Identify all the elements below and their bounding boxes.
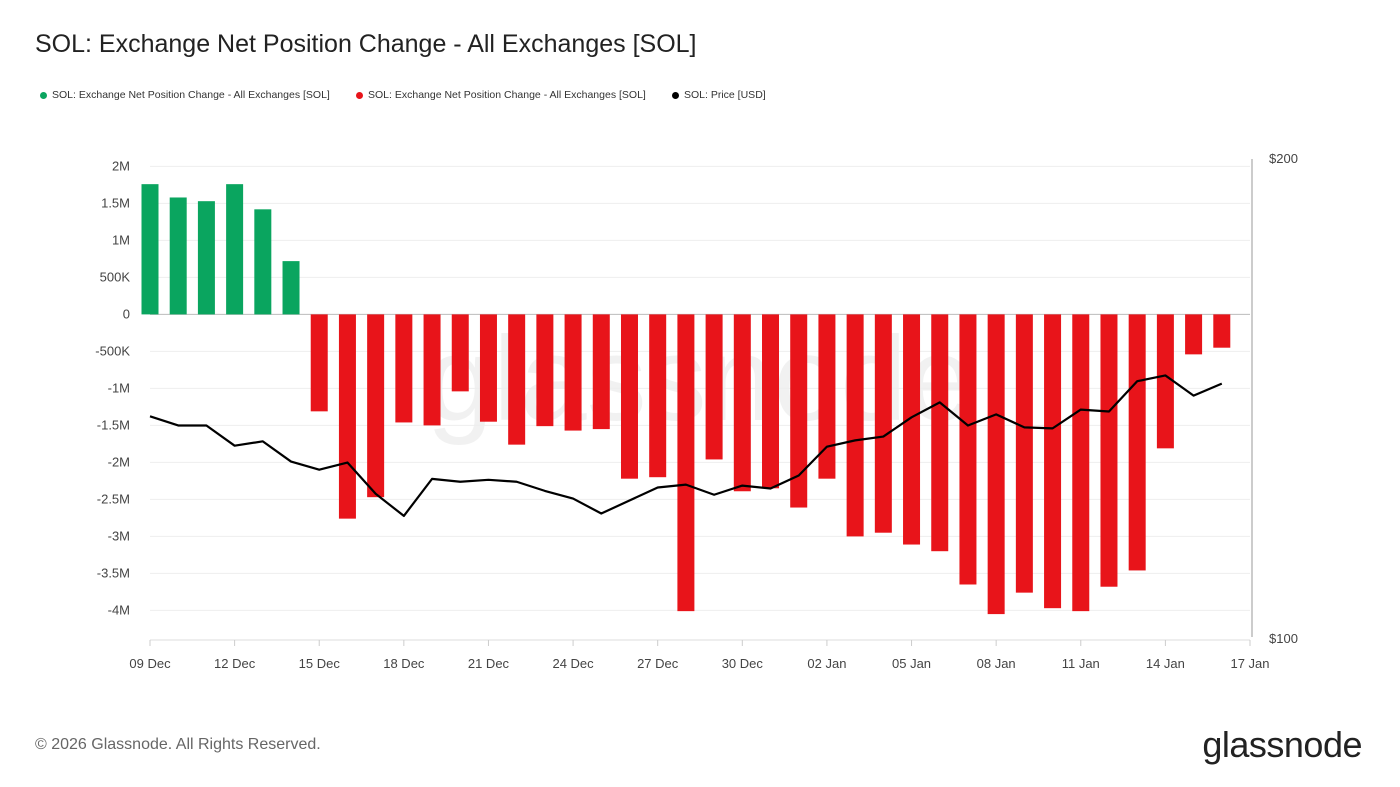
- red-dot-icon: [356, 91, 363, 99]
- bar-negative: [1044, 314, 1062, 609]
- y-right-tick-label: $100: [1269, 631, 1298, 646]
- x-tick-label: 15 Dec: [299, 656, 341, 671]
- legend-item-outflow[interactable]: SOL: Exchange Net Position Change - All …: [356, 89, 646, 101]
- x-tick-label: 21 Dec: [468, 656, 510, 671]
- bar-negative: [1128, 314, 1146, 571]
- bar-positive: [282, 261, 300, 315]
- bar-negative: [987, 314, 1005, 615]
- black-dot-icon: [672, 91, 679, 99]
- bar-negative: [1015, 314, 1033, 593]
- bar-negative: [874, 314, 892, 533]
- bar-negative: [705, 314, 723, 460]
- bar-positive: [197, 201, 215, 315]
- y-tick-label: -2.5M: [97, 491, 130, 506]
- bar-negative: [536, 314, 554, 427]
- bar-negative: [367, 314, 385, 498]
- bar-negative: [395, 314, 413, 423]
- bar-negative: [762, 314, 780, 489]
- bar-negative: [592, 314, 610, 430]
- x-tick-label: 14 Jan: [1146, 656, 1185, 671]
- x-tick-label: 05 Jan: [892, 656, 931, 671]
- bar-negative: [1185, 314, 1203, 355]
- y-tick-label: 0: [123, 306, 130, 321]
- x-tick-label: 18 Dec: [383, 656, 425, 671]
- bar-negative: [818, 314, 836, 479]
- x-tick-label: 12 Dec: [214, 656, 256, 671]
- bar-negative: [931, 314, 949, 552]
- bar-negative: [677, 314, 695, 612]
- y-tick-label: -3M: [108, 528, 130, 543]
- y-tick-label: 500K: [100, 269, 131, 284]
- bar-negative: [310, 314, 328, 412]
- x-tick-label: 11 Jan: [1062, 656, 1100, 671]
- bar-negative: [649, 314, 667, 478]
- bar-negative: [1072, 314, 1090, 612]
- bar-negative: [1156, 314, 1174, 449]
- bar-negative: [423, 314, 441, 426]
- y-tick-label: -4M: [108, 602, 130, 617]
- bar-positive: [169, 197, 187, 315]
- y-right-tick-label: $200: [1269, 151, 1298, 166]
- bar-negative: [338, 314, 356, 519]
- chart-title: SOL: Exchange Net Position Change - All …: [35, 30, 697, 58]
- y-tick-label: 1M: [112, 232, 130, 247]
- legend-label: SOL: Exchange Net Position Change - All …: [52, 89, 330, 101]
- y-tick-label: -500K: [95, 343, 130, 358]
- y-tick-label: -2M: [108, 454, 130, 469]
- bar-negative: [790, 314, 808, 508]
- x-tick-label: 30 Dec: [722, 656, 764, 671]
- bar-negative: [451, 314, 469, 392]
- x-tick-label: 24 Dec: [552, 656, 594, 671]
- legend-label: SOL: Price [USD]: [684, 89, 766, 101]
- copyright: © 2026 Glassnode. All Rights Reserved.: [35, 736, 321, 753]
- green-dot-icon: [40, 91, 47, 99]
- bar-positive: [254, 209, 272, 315]
- y-tick-label: -1M: [108, 380, 130, 395]
- glassnode-logo: glassnode: [1202, 724, 1362, 765]
- x-tick-label: 02 Jan: [807, 656, 846, 671]
- bar-negative: [1100, 314, 1118, 587]
- x-tick-label: 08 Jan: [977, 656, 1016, 671]
- legend-item-inflow[interactable]: SOL: Exchange Net Position Change - All …: [40, 89, 330, 101]
- bar-negative: [846, 314, 864, 537]
- y-tick-label: 2M: [112, 158, 130, 173]
- bar-positive: [226, 184, 244, 315]
- legend-item-price[interactable]: SOL: Price [USD]: [672, 89, 766, 101]
- bar-negative: [508, 314, 526, 445]
- x-tick-label: 27 Dec: [637, 656, 679, 671]
- x-tick-label: 09 Dec: [129, 656, 171, 671]
- bar-negative: [1213, 314, 1231, 348]
- bar-negative: [733, 314, 751, 492]
- y-tick-label: -1.5M: [97, 417, 130, 432]
- x-tick-label: 17 Jan: [1230, 656, 1269, 671]
- legend-label: SOL: Exchange Net Position Change - All …: [368, 89, 646, 101]
- y-tick-label: 1.5M: [101, 195, 130, 210]
- y-tick-label: -3.5M: [97, 565, 130, 580]
- bar-negative: [620, 314, 638, 479]
- bar-negative: [959, 314, 977, 585]
- price-line: [149, 374, 1223, 518]
- bar-positive: [141, 184, 159, 315]
- bar-negative: [564, 314, 582, 431]
- bar-negative: [903, 314, 921, 545]
- bar-negative: [479, 314, 497, 422]
